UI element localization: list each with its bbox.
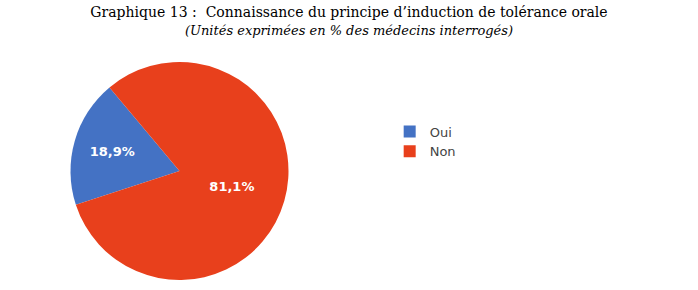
svg-text:Graphique 13 : Connaissance d: Graphique 13 : Connaissance du principe … <box>90 4 607 38</box>
svg-text:18,9%: 18,9% <box>90 144 135 159</box>
svg-text:Oui: Oui <box>430 125 452 140</box>
svg-text:81,1%: 81,1% <box>209 179 254 194</box>
svg-text:Non: Non <box>430 144 456 159</box>
